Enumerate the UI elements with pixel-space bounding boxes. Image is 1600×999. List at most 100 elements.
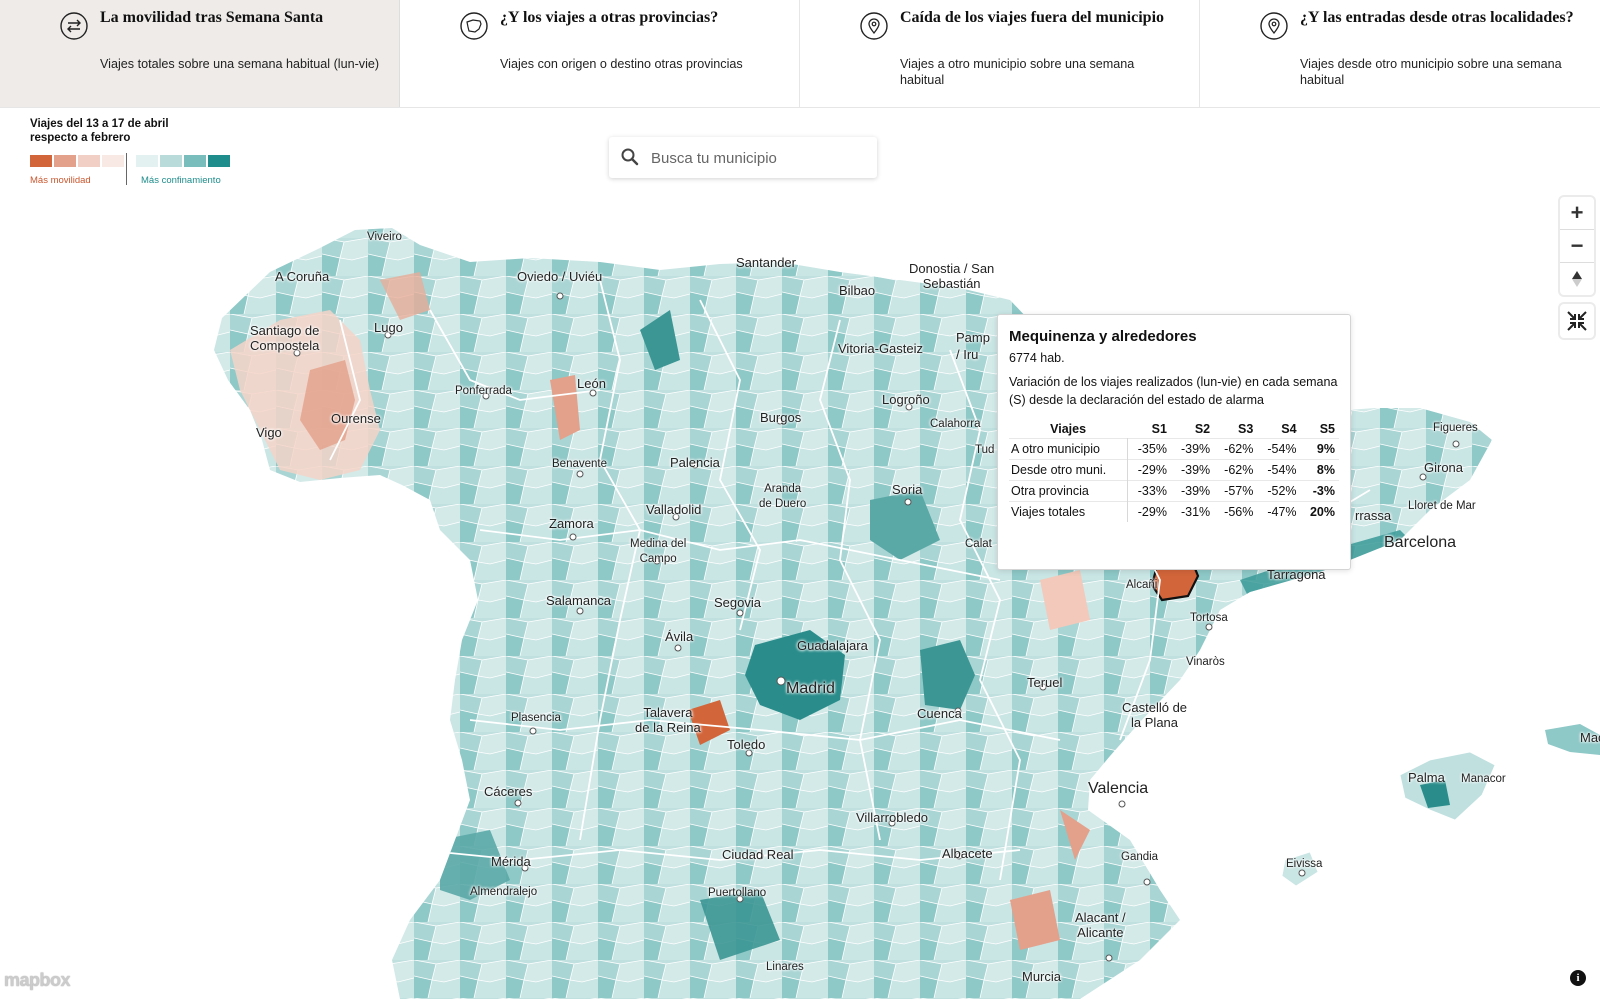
- legend-swatch: [102, 155, 124, 167]
- table-cell: Otra provincia: [1009, 480, 1128, 502]
- table-cell: -47%: [1257, 501, 1301, 522]
- city-label: Mac: [1580, 730, 1600, 745]
- tab-title: La movilidad tras Semana Santa: [100, 9, 324, 26]
- table-cell: -39%: [1170, 438, 1215, 460]
- city-label: Murcia: [1022, 969, 1062, 984]
- municipality-search[interactable]: [609, 137, 877, 178]
- city-label: Mérida: [491, 854, 531, 869]
- city-label: Ciudad Real: [722, 847, 794, 862]
- column-header: S3: [1238, 422, 1254, 436]
- city-label: Vinaròs: [1186, 656, 1225, 668]
- legend-swatch: [136, 155, 158, 167]
- info-icon[interactable]: i: [1570, 970, 1586, 986]
- city-label: Palma: [1408, 770, 1445, 785]
- city-label: Donostia / San Sebastián: [909, 261, 995, 291]
- zoom-out-button[interactable]: −: [1560, 230, 1594, 263]
- table-row: Desde otro muni. -29% -39% -62% -54% 8%: [1009, 459, 1339, 481]
- table-cell: -62%: [1214, 459, 1258, 481]
- table-cell: Viajes totales: [1009, 501, 1128, 522]
- table-row: Otra provincia -33% -39% -57% -52% -3%: [1009, 480, 1339, 502]
- city-label: Cáceres: [484, 784, 533, 799]
- choropleth-map[interactable]: [0, 200, 1600, 999]
- zoom-in-button[interactable]: +: [1560, 197, 1594, 230]
- city-label: Gandia: [1121, 851, 1159, 863]
- city-label: A Coruña: [275, 269, 330, 284]
- city-label: Castelló de la Plana: [1122, 700, 1188, 730]
- tab-subtitle: Viajes con origen o destino otras provin…: [500, 57, 743, 71]
- city-label: Vigo: [256, 425, 282, 440]
- arrows-exchange-icon: [60, 12, 88, 40]
- mapbox-logo[interactable]: mapbox: [4, 970, 71, 990]
- municipality-tooltip: Mequinenza y alrededores 6774 hab. Varia…: [997, 314, 1351, 570]
- city-label: Vitoria-Gasteiz: [838, 341, 924, 356]
- tab-title: Caída de los viajes fuera del municipio: [900, 9, 1165, 26]
- city-label: Linares: [766, 961, 804, 973]
- balearic-islands: [1281, 724, 1600, 887]
- city-label: Madrid: [786, 680, 835, 697]
- city-label: Alacant / Alicante: [1075, 910, 1126, 940]
- city-label: Burgos: [760, 410, 802, 425]
- city-label: Santander: [736, 255, 796, 270]
- collapse-icon: [1567, 311, 1587, 331]
- legend-swatch: [30, 155, 52, 167]
- city-label: Calat: [965, 538, 992, 550]
- city-markers: [293, 292, 1460, 962]
- city-label: Segovia: [714, 595, 761, 610]
- city-label: Palencia: [670, 455, 720, 470]
- search-icon: [621, 148, 639, 166]
- table-cell: -29%: [1127, 459, 1171, 481]
- city-label: Alcañi: [1126, 579, 1158, 591]
- city-label: Guadalajara: [797, 638, 868, 653]
- city-label: Zamora: [549, 516, 594, 531]
- city-label: Santiago de Compostela: [250, 323, 320, 353]
- city-label: Valencia: [1088, 780, 1149, 797]
- city-label: Viveiro: [367, 231, 402, 243]
- table-cell: -39%: [1170, 480, 1215, 502]
- compass-icon: [1572, 271, 1582, 287]
- municipalities-layer: [214, 228, 1492, 999]
- reset-bearing-button[interactable]: [1560, 263, 1594, 295]
- zoom-controls: + −: [1560, 197, 1594, 295]
- city-label: Medina del Campo: [630, 538, 687, 565]
- fullscreen-exit-button[interactable]: [1560, 304, 1594, 338]
- legend-divider: [126, 153, 127, 185]
- city-label: Calahorra: [930, 418, 981, 430]
- city-label: Salamanca: [546, 593, 612, 608]
- legend-label-more-confinement: Más confinamiento: [141, 175, 221, 186]
- tab-viajes-fuera-municipio[interactable]: Caída de los viajes fuera del municipio …: [800, 0, 1200, 107]
- table-cell: -31%: [1170, 501, 1215, 522]
- city-label: León: [577, 376, 606, 391]
- city-label: Valladolid: [646, 502, 702, 517]
- table-cell: 8%: [1300, 459, 1339, 481]
- search-input[interactable]: [649, 145, 868, 171]
- table-cell: -39%: [1170, 459, 1215, 481]
- table-cell: -33%: [1127, 480, 1171, 502]
- table-header-row: Viajes S1 S2 S3 S4 S5: [1009, 420, 1339, 439]
- legend-swatch: [208, 155, 230, 167]
- table-cell: Desde otro muni.: [1009, 459, 1128, 481]
- column-header: S1: [1151, 422, 1167, 436]
- column-header: S4: [1281, 422, 1297, 436]
- city-label: Villarrobledo: [856, 810, 929, 825]
- column-header: Viajes: [1050, 422, 1087, 436]
- city-label: Pamp / Iru: [956, 330, 990, 362]
- city-label: Teruel: [1027, 675, 1063, 690]
- tab-entradas-otras-localidades[interactable]: ¿Y las entradas desde otras localidades?…: [1200, 0, 1600, 107]
- city-label: Aranda de Duero: [759, 483, 807, 510]
- table-cell: -52%: [1257, 480, 1301, 502]
- tab-subtitle: Viajes totales sobre una semana habitual…: [100, 57, 380, 71]
- tab-otras-provincias[interactable]: ¿Y los viajes a otras provincias? Viajes…: [400, 0, 800, 107]
- city-label: Logroño: [882, 392, 930, 407]
- table-row: Viajes totales -29% -31% -56% -47% 20%: [1009, 501, 1339, 522]
- city-label: Tarragona: [1267, 567, 1326, 582]
- legend-swatch: [54, 155, 76, 167]
- table-cell: -56%: [1214, 501, 1258, 522]
- spain-map-icon: [460, 12, 488, 40]
- legend-label-more-mobility: Más movilidad: [30, 175, 91, 186]
- city-label: Ponferrada: [455, 385, 512, 397]
- legend-swatch: [78, 155, 100, 167]
- location-pin-icon: [860, 12, 888, 40]
- tab-movilidad-semana-santa[interactable]: La movilidad tras Semana Santa Viajes to…: [0, 0, 400, 107]
- table-cell: -54%: [1257, 438, 1301, 460]
- city-label: Barcelona: [1384, 534, 1457, 551]
